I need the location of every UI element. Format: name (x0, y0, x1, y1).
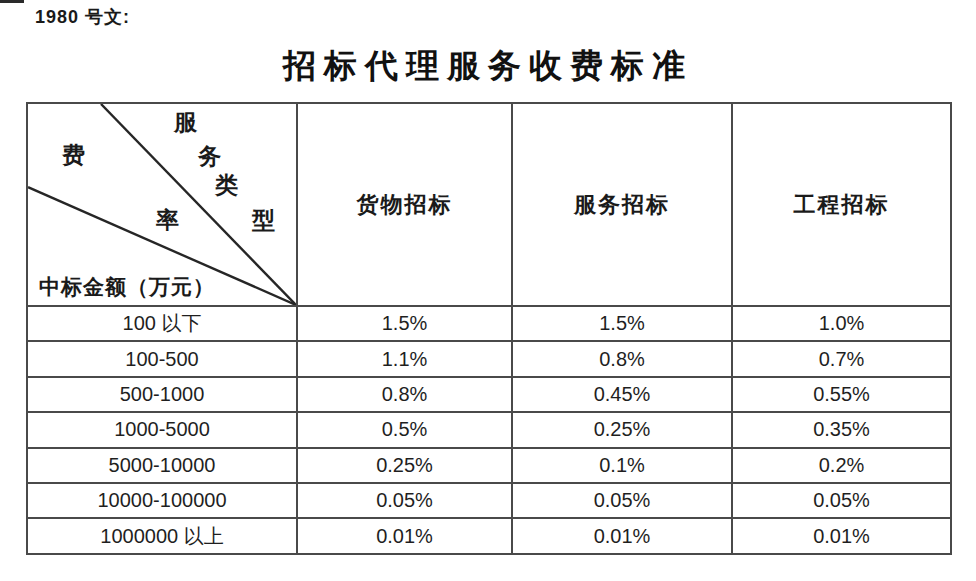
rate-cell: 0.05% (297, 483, 512, 518)
rate-cell: 0.2% (732, 448, 951, 483)
table-row: 100-500 1.1% 0.8% 0.7% (27, 341, 951, 376)
col-header-services-bidding: 服务招标 (512, 103, 732, 306)
rate-cell: 0.05% (732, 483, 951, 518)
corner-fee-char-2: 率 (156, 209, 179, 232)
amount-range-cell: 5000-10000 (27, 448, 297, 483)
amount-range-cell: 100 以下 (27, 306, 297, 341)
rate-cell: 1.1% (297, 341, 512, 376)
corner-fee-char-1: 费 (62, 144, 85, 167)
rate-cell: 0.8% (512, 341, 732, 376)
table-row: 5000-10000 0.25% 0.1% 0.2% (27, 448, 951, 483)
rate-cell: 0.55% (732, 377, 951, 412)
rate-cell: 1.5% (512, 306, 732, 341)
rate-cell: 1.5% (297, 306, 512, 341)
rate-cell: 0.5% (297, 412, 512, 447)
table-row: 100 以下 1.5% 1.5% 1.0% (27, 306, 951, 341)
rate-cell: 0.01% (732, 518, 951, 553)
rate-cell: 0.25% (297, 448, 512, 483)
table-row: 500-1000 0.8% 0.45% 0.55% (27, 377, 951, 412)
corner-type-char-1: 服 (174, 111, 197, 134)
rate-cell: 0.25% (512, 412, 732, 447)
corner-type-char-3: 类 (215, 174, 238, 197)
rate-cell: 1.0% (732, 306, 951, 341)
rate-cell: 0.01% (512, 518, 732, 553)
rate-cell: 0.05% (512, 483, 732, 518)
rate-cell: 0.45% (512, 377, 732, 412)
amount-range-cell: 10000-100000 (27, 483, 297, 518)
corner-type-char-4: 型 (252, 209, 275, 232)
document-page: 1980 号文: 招标代理服务收费标准 费 率 服 务 类 (0, 0, 976, 581)
amount-range-cell: 500-1000 (27, 377, 297, 412)
amount-range-cell: 100-500 (27, 341, 297, 376)
row-axis-label: 中标金额（万元） (39, 275, 215, 299)
rate-cell: 0.1% (512, 448, 732, 483)
scan-artifact-mark (0, 0, 24, 3)
table-header-row: 费 率 服 务 类 型 中标金额（万元） 货物招标 服务招标 工程招标 (27, 103, 951, 306)
fee-standard-table: 费 率 服 务 类 型 中标金额（万元） 货物招标 服务招标 工程招标 100 … (26, 102, 952, 555)
corner-type-char-2: 务 (198, 145, 221, 168)
table-row: 10000-100000 0.05% 0.05% 0.05% (27, 483, 951, 518)
table-row: 1000000 以上 0.01% 0.01% 0.01% (27, 518, 951, 553)
col-header-works-bidding: 工程招标 (732, 103, 951, 306)
amount-range-cell: 1000000 以上 (27, 518, 297, 553)
amount-range-cell: 1000-5000 (27, 412, 297, 447)
doc-number: 1980 号文: (35, 5, 130, 29)
rate-cell: 0.7% (732, 341, 951, 376)
table-row: 1000-5000 0.5% 0.25% 0.35% (27, 412, 951, 447)
col-header-goods-bidding: 货物招标 (297, 103, 512, 306)
document-title: 招标代理服务收费标准 (0, 44, 976, 89)
diagonal-header-cell: 费 率 服 务 类 型 中标金额（万元） (27, 103, 297, 306)
rate-cell: 0.35% (732, 412, 951, 447)
rate-cell: 0.01% (297, 518, 512, 553)
rate-cell: 0.8% (297, 377, 512, 412)
